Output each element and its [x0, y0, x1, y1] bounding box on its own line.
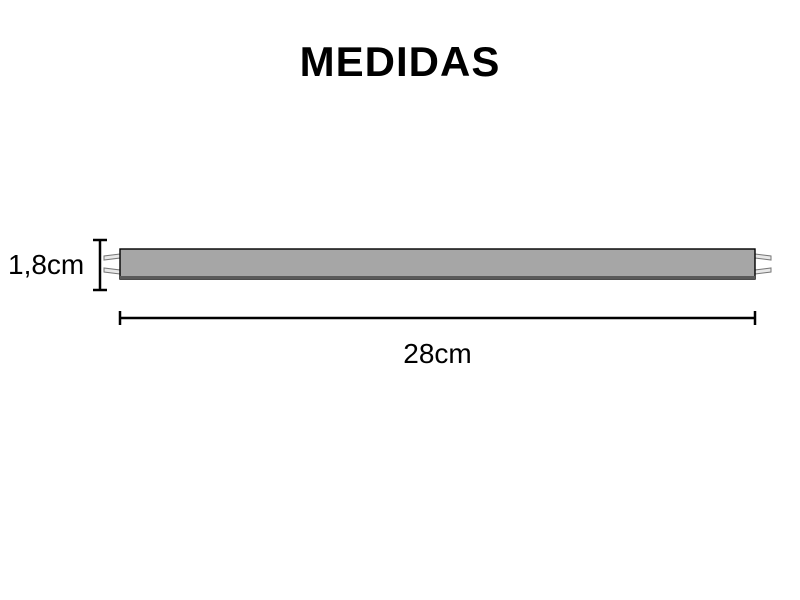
measurement-diagram: [0, 0, 800, 600]
height-dimension-label: 1,8cm: [8, 249, 84, 281]
width-dimension-label: 28cm: [120, 338, 755, 370]
